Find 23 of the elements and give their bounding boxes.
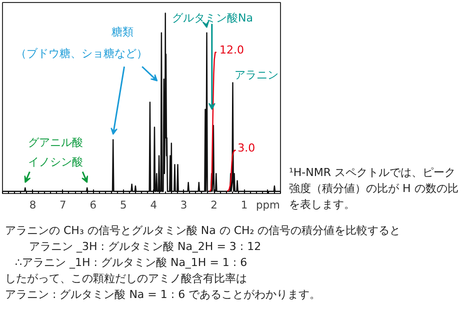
annotation: 糖類 <box>111 26 134 39</box>
annotation: 12.0 <box>219 43 244 56</box>
x-tick-label: 5 <box>120 198 127 212</box>
x-tick-label: 2 <box>210 198 218 212</box>
text: したがって、この顆粒だしのアミノ酸含有比率は <box>5 270 248 287</box>
x-axis-title: ppm <box>256 198 280 212</box>
annotation: グアニル酸 <box>28 136 83 150</box>
text: アラニンの CH₃ の信号とグルタミン酸 Na の CH₂ の信号の積分値を比較すると <box>5 222 401 239</box>
text: ∴アラニン _1H : グルタミン酸 Na_1H = 1 : 6 <box>14 254 248 271</box>
annotation: アラニン <box>234 68 278 82</box>
x-tick-label: 7 <box>60 198 66 212</box>
x-tick-label: 4 <box>150 198 158 212</box>
x-tick-label: 1 <box>240 198 248 212</box>
x-tick-label: 3 <box>180 198 188 212</box>
text: ¹H-NMR スペクトルでは、ピーク強度（積分値）の比が H の数の比を表します。 <box>289 165 459 213</box>
x-tick-label: 8 <box>29 198 36 212</box>
annotation: 3.0 <box>238 141 256 154</box>
text: アラニン _3H : グルタミン酸 Na_2H = 3 : 12 <box>28 238 262 255</box>
text: アラニン : グルタミン酸 Na = 1 : 6 であることがわかります。 <box>5 286 322 302</box>
annotation: （ブドウ糖、ショ糖など） <box>16 47 148 60</box>
annotation: イノシン酸 <box>28 156 83 169</box>
annotation: グルタミン酸Na <box>172 11 254 24</box>
x-tick-label: 6 <box>90 198 97 212</box>
